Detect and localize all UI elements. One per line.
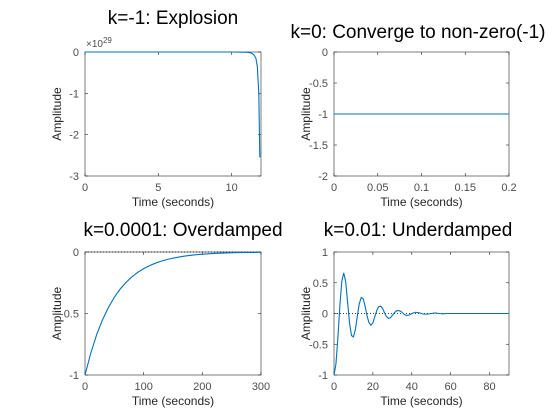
y-tick-label: -1 (318, 370, 328, 382)
x-tick-label: 0 (82, 182, 88, 194)
y-tick-label: 0 (322, 309, 328, 321)
x-tick-label: 0.05 (367, 182, 388, 194)
x-tick-label: 0 (82, 381, 88, 393)
subplot-title: k=0.01: Underdamped (324, 220, 513, 241)
subplot-2: 0 0.05 0.1 0.15 0.2 0 -0.5 -1 -1.5 -2 k=0: Converg… (290, 22, 545, 209)
x-tick-label: 80 (483, 381, 495, 393)
x-axis-label: Time (seconds) (380, 195, 462, 209)
x-tick-label: 20 (367, 381, 379, 393)
y-tick-label: -1.5 (309, 140, 328, 152)
subplot-title: k=0: Converge to non-zero(-1) (290, 22, 545, 43)
subplot-4: 0 20 40 60 80 1 0.5 0 -0.5 -1 k=0.01: Underdamped T… (299, 220, 512, 408)
x-tick-label: 300 (252, 381, 270, 393)
subplot-title: k=0.0001: Overdamped (83, 220, 282, 241)
y-tick-label: 0.5 (313, 278, 328, 290)
series-line-1 (85, 51, 261, 158)
subplot-3: 0 100 200 300 0 -0.5 -1 k=0.0001: Overdamped Tim… (50, 220, 283, 408)
y-axis-label: Amplitude (50, 87, 64, 141)
x-tick-label: 200 (193, 381, 211, 393)
x-tick-label: 40 (406, 381, 418, 393)
axes-box (84, 251, 262, 376)
y-tick-label: -1 (69, 370, 79, 382)
y-tick-label: 0 (322, 47, 328, 59)
series-line-1 (333, 272, 509, 376)
x-tick-label: 5 (155, 182, 161, 194)
y-tick-label: -0.5 (309, 78, 328, 90)
x-tick-label: 0.2 (501, 182, 516, 194)
y-tick-label: -3 (69, 171, 79, 183)
x-tick-label: 0.15 (455, 182, 476, 194)
x-tick-label: 0 (331, 182, 337, 194)
x-tick-label: 60 (445, 381, 457, 393)
y-tick-label: -1 (69, 88, 79, 100)
y-axis-label: Amplitude (299, 287, 313, 341)
y-tick-label: -2 (318, 171, 328, 183)
y-axis-label: Amplitude (299, 87, 313, 141)
x-tick-label: 0 (331, 381, 337, 393)
subplot-title: k=-1: Explosion (108, 8, 238, 29)
y-axis-label: Amplitude (50, 287, 64, 341)
y-exponent-label: ×1029 (86, 36, 112, 50)
x-axis-label: Time (seconds) (380, 394, 462, 408)
subplot-1: 0 5 10 0 -1 -2 -3 ×1029 k=-1: Explosion Time (sec… (50, 8, 262, 209)
y-tick-label: -1 (318, 109, 328, 121)
y-tick-label: -0.5 (309, 339, 328, 351)
y-tick-label: -2 (69, 130, 79, 142)
y-tick-label: -0.5 (60, 309, 79, 321)
y-tick-label: 1 (322, 247, 328, 259)
x-tick-label: 100 (134, 381, 152, 393)
y-tick-label: 0 (73, 47, 79, 59)
series-line-1 (84, 251, 262, 376)
x-axis-label: Time (seconds) (132, 195, 214, 209)
axes-box (84, 51, 262, 177)
x-tick-label: 10 (226, 182, 238, 194)
y-exponent-power: 29 (103, 36, 112, 45)
x-tick-label: 0.1 (414, 182, 429, 194)
x-axis-label: Time (seconds) (132, 394, 214, 408)
y-tick-label: 0 (73, 247, 79, 259)
